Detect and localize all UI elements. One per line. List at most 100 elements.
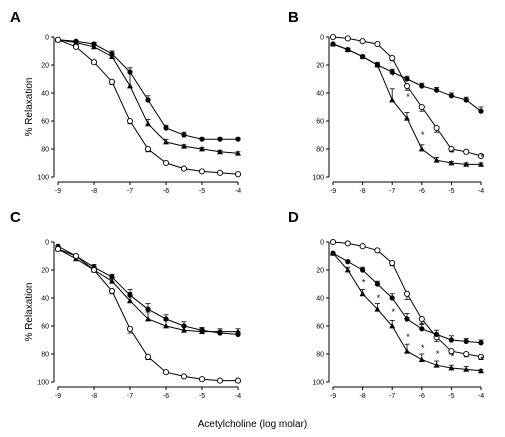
- y-tick-label: 0: [45, 240, 49, 247]
- shared-x-axis-title: Acetylcholine (log molar): [197, 419, 308, 430]
- x-tick-label: -7: [389, 188, 395, 195]
- data-point: [180, 165, 188, 172]
- panel-letter: D: [288, 209, 299, 226]
- data-point: [181, 132, 187, 138]
- data-point: [329, 238, 337, 246]
- data-point: [145, 120, 151, 127]
- series-line: [57, 39, 239, 175]
- series-filled-triangle: [330, 41, 484, 167]
- significance-star: *: [451, 352, 455, 362]
- x-tick-label: -6: [419, 188, 425, 195]
- data-point: [448, 348, 455, 355]
- data-point: [345, 259, 351, 265]
- x-tick-label: -5: [448, 393, 454, 400]
- significance-star: *: [421, 343, 425, 353]
- data-point: [217, 148, 223, 155]
- data-point: [163, 139, 169, 145]
- data-point: [448, 145, 455, 153]
- data-point: [216, 169, 224, 176]
- y-tick-label: 80: [316, 147, 324, 154]
- data-point: [162, 369, 170, 376]
- y-tick-label: 40: [316, 91, 324, 98]
- y-tick-label: 80: [41, 147, 49, 154]
- data-point: [433, 124, 440, 132]
- data-point: [403, 82, 411, 90]
- data-point: [234, 171, 242, 178]
- series-open-circle: [54, 36, 242, 178]
- data-point: [433, 157, 440, 163]
- data-point: [108, 287, 116, 295]
- data-point: [359, 290, 366, 297]
- data-point: [217, 136, 223, 142]
- data-point: [389, 97, 396, 103]
- data-point: [163, 323, 169, 329]
- panel-a: A 0 20 40 60 80 100 -9 -8 -7 -6 -5 -4 % Relaxation: [10, 9, 241, 195]
- data-point: [389, 295, 395, 301]
- data-point: [199, 136, 205, 142]
- data-point: [374, 247, 381, 254]
- data-point: [145, 316, 151, 322]
- series-filled-triangle: [55, 36, 241, 156]
- data-point: [145, 97, 151, 103]
- panel-letter: A: [10, 9, 21, 26]
- x-tick-label: -4: [478, 393, 484, 400]
- data-point: [359, 243, 366, 250]
- data-point: [448, 337, 454, 343]
- data-point: [344, 240, 351, 247]
- data-point: [72, 252, 80, 260]
- data-point: [404, 348, 410, 354]
- series-filled-triangle: [55, 246, 241, 334]
- significance-star: *: [406, 332, 410, 342]
- y-tick-label: 80: [316, 352, 324, 359]
- data-point: [359, 38, 366, 45]
- x-tick-label: -8: [91, 188, 97, 195]
- data-point: [478, 340, 484, 346]
- x-tick-label: -8: [91, 393, 97, 400]
- data-point: [90, 266, 98, 274]
- data-point: [330, 250, 336, 256]
- x-tick-label: -5: [448, 188, 454, 195]
- data-point: [448, 160, 455, 166]
- series-filled-triangle: [330, 250, 484, 374]
- data-point: [217, 328, 223, 334]
- data-point: [418, 315, 425, 323]
- data-point: [198, 376, 206, 383]
- y-tick-label: 60: [316, 324, 324, 331]
- series-line: [332, 43, 481, 165]
- data-point: [374, 281, 380, 287]
- x-tick-label: -9: [330, 188, 336, 195]
- y-tick-label: 60: [316, 119, 324, 126]
- y-tick-label: 100: [312, 380, 324, 387]
- data-point: [478, 161, 484, 167]
- data-point: [418, 146, 425, 152]
- data-point: [463, 97, 469, 103]
- data-point: [419, 326, 425, 332]
- y-axis-title: % Relaxation: [24, 78, 35, 137]
- data-point: [418, 103, 425, 111]
- data-point: [374, 306, 381, 312]
- significance-star: *: [391, 307, 395, 317]
- y-axis-title: % Relaxation: [24, 283, 35, 342]
- data-point: [389, 69, 395, 75]
- x-tick-label: -6: [419, 393, 425, 400]
- y-tick-label: 100: [312, 175, 324, 182]
- data-point: [330, 41, 336, 47]
- y-tick-label: 40: [316, 296, 324, 303]
- data-point: [235, 328, 241, 334]
- data-point: [344, 267, 351, 273]
- data-point: [389, 259, 396, 267]
- panel-b: B 0 20 40 60 80 100 -9 -8 -7 -6 -5 -4 * * * * *: [288, 9, 484, 195]
- data-point: [181, 327, 187, 333]
- data-point: [360, 267, 366, 273]
- data-point: [418, 356, 425, 362]
- data-point: [403, 290, 411, 297]
- x-tick-label: -4: [235, 393, 241, 400]
- data-point: [404, 76, 410, 82]
- series-open-circle: [329, 238, 485, 361]
- x-tick-label: -9: [330, 393, 336, 400]
- data-point: [90, 59, 98, 66]
- data-point: [463, 338, 469, 344]
- data-point: [109, 278, 115, 284]
- panel-c: C 0 20 40 60 80 100 -9 -8 -7 -6 -5 -4 % Relaxation: [10, 209, 241, 400]
- y-tick-label: 40: [41, 296, 49, 303]
